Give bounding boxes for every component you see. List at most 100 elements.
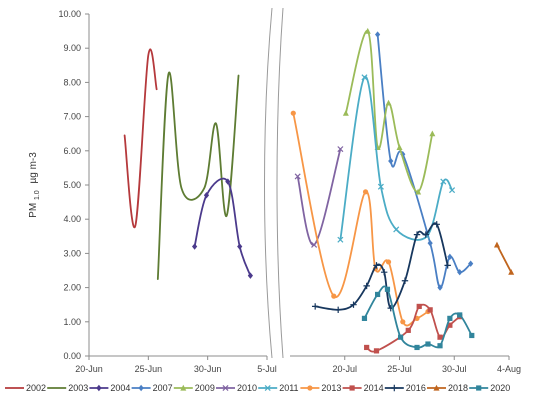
y-tick-label: 0.00: [63, 351, 81, 361]
data-point-2007: [375, 31, 381, 38]
data-point-2014: [416, 303, 422, 310]
data-point-2014: [427, 307, 433, 313]
legend-label: 2014: [364, 383, 384, 393]
legend-label: 2011: [279, 383, 298, 393]
data-point-2016: [334, 306, 342, 314]
data-point-2020: [457, 312, 463, 318]
y-axis-title-unit: µg m-3: [28, 152, 39, 184]
data-point-2018: [493, 241, 500, 248]
legend: 2002 2003 2004 2007 2009 2010 2011 2013 2014 2016…: [5, 383, 510, 393]
data-point-2009: [396, 144, 403, 150]
x-tick-label: 20-Jun: [75, 364, 103, 374]
legend-item-2014: 2014: [342, 383, 384, 393]
data-point-2014: [405, 327, 411, 333]
axis-break-line-left: [264, 7, 273, 359]
legend-item-2009: 2009: [173, 383, 215, 393]
series-2013: [290, 110, 431, 327]
data-point-2004: [247, 272, 253, 279]
data-point-2014: [373, 348, 380, 354]
series-layer: [123, 27, 515, 354]
data-point-2016: [422, 231, 429, 238]
y-tick-label: 2.00: [63, 283, 81, 293]
data-point-2013: [331, 293, 337, 299]
series-2018: [493, 241, 515, 275]
legend-swatch-marker: [476, 385, 482, 391]
series-line-2010: [296, 148, 342, 246]
data-point-2020: [384, 286, 391, 292]
legend-item-2011: 2011: [258, 383, 299, 393]
data-point-2016: [444, 262, 451, 269]
legend-swatch-marker: [264, 384, 271, 392]
data-point-2007: [457, 269, 463, 276]
data-point-2009: [364, 27, 371, 34]
axis-break: [264, 7, 284, 359]
series-line-2002: [123, 48, 158, 229]
series-line-2013: [292, 112, 429, 327]
legend-label: 2003: [68, 383, 88, 393]
series-2004: [192, 177, 253, 279]
legend-item-2004: 2004: [89, 383, 130, 393]
data-point-2018: [508, 269, 515, 275]
x-tick-label: 5-Jul: [257, 364, 277, 374]
series-2016: [311, 221, 451, 314]
data-point-2007: [447, 253, 453, 261]
legend-swatch-marker: [391, 384, 398, 392]
y-tick-label: 5.00: [63, 180, 81, 190]
x-tick-label: 20-Jul: [332, 364, 357, 374]
legend-item-2018: 2018: [427, 383, 468, 393]
legend-label: 2020: [490, 383, 510, 393]
y-tick-label: 6.00: [63, 146, 81, 156]
legend-swatch-marker: [138, 384, 144, 392]
series-line-2011: [339, 76, 453, 241]
data-point-2014: [364, 344, 370, 351]
series-2010: [294, 146, 344, 248]
data-point-2004: [237, 243, 243, 250]
legend-label: 2018: [448, 383, 468, 393]
data-point-2013: [385, 259, 392, 265]
series-2007: [375, 31, 474, 291]
legend-label: 2002: [26, 383, 46, 393]
legend-item-2007: 2007: [131, 383, 173, 393]
data-point-2016: [401, 277, 409, 284]
data-point-2013: [400, 319, 406, 325]
legend-label: 2004: [110, 383, 130, 393]
data-point-2009: [385, 99, 392, 106]
data-point-2011: [440, 178, 447, 185]
legend-item-2003: 2003: [47, 383, 88, 393]
data-point-2007: [400, 151, 406, 158]
series-2020: [361, 285, 475, 351]
y-axis-title-sub: 1.0: [34, 190, 41, 200]
data-point-2010: [311, 241, 318, 248]
legend-swatch-marker: [180, 384, 187, 391]
legend-swatch-marker: [222, 384, 229, 392]
y-tick-label: 3.00: [63, 248, 81, 258]
axis-break-line-right: [276, 7, 284, 359]
legend-swatch-marker: [96, 384, 102, 392]
legend-label: 2016: [406, 383, 426, 393]
series-line-2009: [344, 30, 434, 193]
data-point-2016: [350, 301, 357, 308]
y-axis-label: PM 1.0 µg m-3: [28, 152, 41, 218]
legend-label: 2010: [237, 383, 257, 393]
data-point-2014: [437, 334, 443, 340]
legend-label: 2013: [321, 383, 341, 393]
data-point-2010: [294, 173, 301, 180]
series-2003: [156, 71, 240, 280]
x-tick-label: 30-Jun: [194, 364, 222, 374]
series-line-2018: [496, 243, 513, 274]
y-tick-label: 4.00: [63, 214, 81, 224]
series-line-2020: [363, 285, 473, 349]
data-point-2009: [342, 109, 349, 116]
data-point-2011: [361, 74, 368, 81]
legend-item-2020: 2020: [469, 383, 510, 393]
data-point-2011: [337, 236, 344, 243]
data-point-2016: [311, 303, 319, 310]
y-tick-label: 9.00: [63, 43, 81, 53]
legend-item-2010: 2010: [216, 383, 257, 393]
data-point-2016: [413, 231, 421, 238]
data-point-2020: [469, 332, 475, 339]
x-tick-label: 4-Aug: [497, 364, 521, 374]
legend-item-2002: 2002: [5, 383, 46, 393]
series-2002: [123, 48, 158, 229]
legend-label: 2009: [195, 383, 215, 393]
